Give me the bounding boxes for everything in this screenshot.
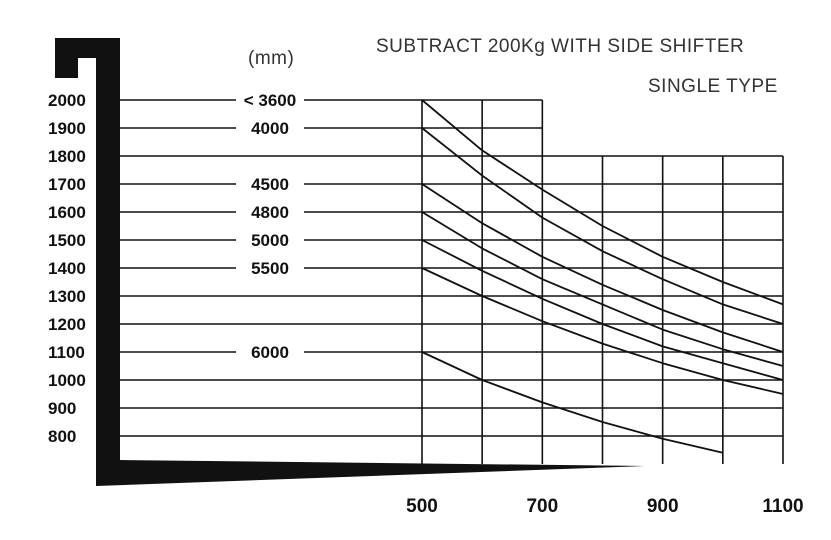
series-label-bg — [236, 257, 304, 279]
series-label: 5000 — [251, 231, 289, 250]
y-tick-label: 1700 — [48, 175, 86, 194]
y-tick-label: 1300 — [48, 287, 86, 306]
y-tick-label: 2000 — [48, 91, 86, 110]
x-tick-label: 900 — [647, 496, 679, 517]
curve-series-3 — [421, 211, 784, 367]
curve-series-1 — [421, 127, 784, 325]
series-label: 6000 — [251, 343, 289, 362]
x-tick-label: 700 — [526, 496, 558, 517]
series-label-bg — [236, 117, 304, 139]
y-tick-label: 900 — [48, 399, 76, 418]
series-label: 4000 — [251, 119, 289, 138]
y-tick-label: 1500 — [48, 231, 86, 250]
x-tick-label: 500 — [406, 496, 438, 517]
series-label-bg — [236, 229, 304, 251]
y-tick-label: 1000 — [48, 371, 86, 390]
x-tick-label: 1100 — [762, 496, 803, 517]
curve-series-0 — [421, 99, 784, 306]
series-label: 4800 — [251, 203, 289, 222]
series-label-bg — [236, 341, 304, 363]
series-label-bg — [236, 89, 304, 111]
series-label: < 3600 — [244, 91, 296, 110]
y-tick-label: 1600 — [48, 203, 86, 222]
y-tick-label: 1400 — [48, 259, 86, 278]
curve-series-4 — [421, 239, 784, 381]
curve-series-2 — [421, 183, 784, 353]
chart-note-title: SUBTRACT 200Kg WITH SIDE SHIFTER — [376, 36, 745, 57]
y-tick-label: 1900 — [48, 119, 86, 138]
y-tick-label: 1200 — [48, 315, 86, 334]
curve-series-5 — [421, 267, 784, 395]
series-label: 5500 — [251, 259, 289, 278]
series-label-bg — [236, 201, 304, 223]
curve-layer — [421, 99, 784, 454]
unit-label: (mm) — [248, 48, 295, 69]
series-label: 4500 — [251, 175, 289, 194]
curve-series-6 — [421, 351, 724, 454]
label-layer: 800 900 1000 1100 1200 1300 1400 1500 1600 1700 18… — [48, 89, 804, 517]
y-tick-label: 1100 — [48, 343, 85, 362]
y-tick-label: 1800 — [48, 147, 86, 166]
chart-note-subtitle: SINGLE TYPE — [648, 76, 778, 97]
series-label-bg — [236, 173, 304, 195]
fork-silhouette — [55, 38, 645, 486]
y-tick-label: 800 — [48, 427, 76, 446]
